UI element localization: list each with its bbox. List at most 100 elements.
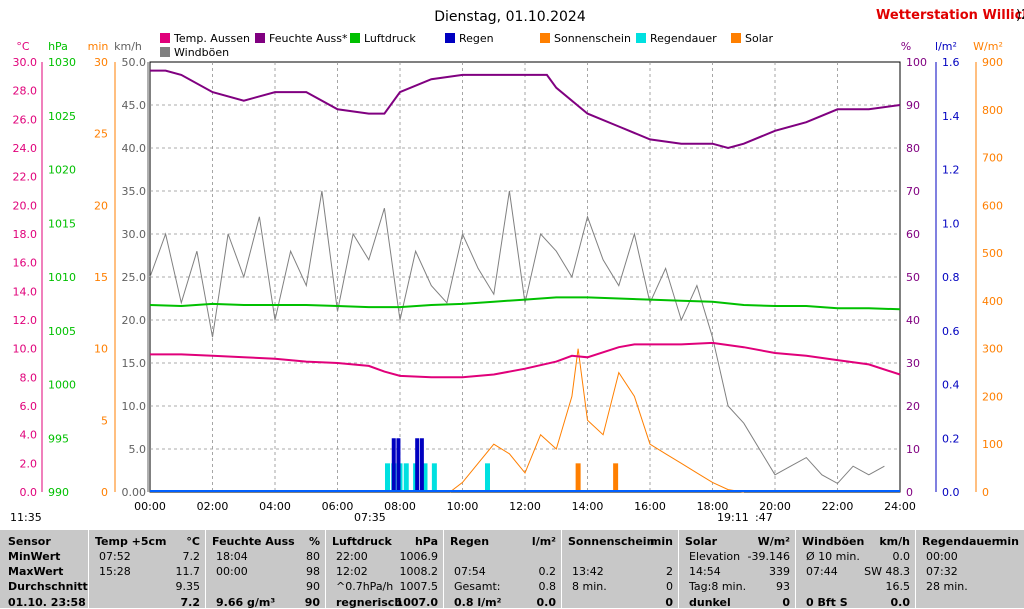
- humidity-axis-tick-label: 80: [906, 142, 920, 155]
- weather-chart: 30.0 28.0 26.0 24.0 22.0 20.0 18.0 16.0 14.0 12.0…: [0, 0, 1024, 530]
- humidity-axis-tick-label: 60: [906, 228, 920, 241]
- regendauer-bar: [431, 463, 437, 492]
- cell-label: 9.66 g/m³: [216, 596, 276, 609]
- row-label-max: MaxWert: [8, 565, 64, 578]
- column-title: Regendauer: [922, 535, 998, 548]
- rain-axis-tick-label: 0.6: [942, 325, 960, 338]
- temp-axis-tick-label: 14.0: [13, 285, 38, 298]
- cell-value: 0: [665, 596, 673, 609]
- column-title: Windböen: [802, 535, 865, 548]
- temp-axis-unit-label: °C: [16, 40, 30, 53]
- chart-background: [0, 0, 1024, 530]
- cell-label: Gesamt:: [454, 580, 501, 593]
- cell-value: 98: [306, 565, 320, 578]
- stats-table: Sensor MinWert MaxWert Durchschnitt 01.1…: [0, 530, 1024, 609]
- cell-label: 00:00: [926, 550, 958, 563]
- sunshine-axis-tick-label: 30: [94, 56, 108, 69]
- cell-value: 0.8: [538, 580, 557, 593]
- wind-axis-tick-label: 15.0: [122, 357, 147, 370]
- cell-label: Tag:8 min.: [689, 580, 747, 593]
- row-label-avg: Durchschnitt: [8, 580, 88, 593]
- sunshine-axis-tick-label: 20: [94, 199, 108, 212]
- temp-axis-tick-label: 18.0: [13, 228, 38, 241]
- column-title: Feuchte Auss: [212, 535, 295, 548]
- legend-label-luftdruck: Luftdruck: [364, 32, 416, 45]
- pressure-axis-tick-label: 1020: [48, 164, 76, 177]
- cell-value: 7.2: [182, 550, 201, 563]
- time-tick-label: 02:00: [197, 500, 229, 513]
- temp-axis-tick-label: 30.0: [13, 56, 38, 69]
- wind-axis-unit-label: km/h: [114, 40, 142, 53]
- column-unit: °C: [186, 535, 200, 548]
- column-unit: l/m²: [531, 535, 556, 548]
- legend-label-regendauer: Regendauer: [650, 32, 717, 45]
- cell-value: -39.146: [747, 550, 790, 563]
- cell-value: 7.2: [180, 596, 201, 609]
- pressure-axis-tick-label: 1010: [48, 271, 76, 284]
- temp-axis-tick-label: 22.0: [13, 171, 38, 184]
- cell-label: ^0.7hPa/h: [336, 580, 394, 593]
- humidity-axis-tick-label: 70: [906, 185, 920, 198]
- time-tick-label: 06:00: [322, 500, 354, 513]
- legend-swatch-sonnenschein: [540, 33, 550, 43]
- stats-column-regen: Regen l/m² 07:54 0.2 Gesamt: 0.8 0.8 l/m² 0.0: [443, 530, 562, 609]
- solar-axis-tick-label: 600: [982, 199, 1003, 212]
- temp-axis-tick-label: 16.0: [13, 257, 38, 270]
- rain-axis-tick-label: 0.8: [942, 271, 960, 284]
- chart-axes: 30.0 28.0 26.0 24.0 22.0 20.0 18.0 16.0 14.0 12.0…: [13, 40, 1004, 513]
- solar-axis-tick-label: 300: [982, 343, 1003, 356]
- cell-label: Elevation: [689, 550, 741, 563]
- cell-value: 80: [306, 550, 320, 563]
- solar-axis-unit-label: W/m²: [973, 40, 1003, 53]
- temp-axis-tick-label: 28.0: [13, 85, 38, 98]
- sunshine-axis-tick-label: 5: [101, 414, 108, 427]
- wind-axis-tick-label: 5.0: [129, 443, 147, 456]
- stats-column-solar: Solar W/m² Elevation -39.146 14:54 339 Tag:8 m…: [678, 530, 796, 609]
- stats-column-luftdruck: Luftdruck hPa 22:00 1006.9 12:02 1008.2 ^0.7hP…: [325, 530, 444, 609]
- column-title: Temp +5cm: [95, 535, 167, 548]
- cell-value: 0: [666, 580, 673, 593]
- cell-value: 1008.2: [399, 565, 439, 578]
- solar-axis-tick-label: 0: [982, 486, 989, 499]
- regen-bar: [415, 438, 420, 492]
- humidity-axis-tick-label: 50: [906, 271, 920, 284]
- legend-label-solar: Solar: [745, 32, 774, 45]
- column-unit: km/h: [879, 535, 910, 548]
- column-title: Solar: [685, 535, 718, 548]
- temp-axis-tick-label: 12.0: [13, 314, 38, 327]
- cell-value: 0.0: [536, 596, 557, 609]
- station-suffix: )2: [1016, 8, 1024, 23]
- sunrise-label: 07:35: [354, 511, 386, 524]
- pressure-axis-tick-label: 995: [48, 432, 69, 445]
- legend-swatch-windb-en: [160, 47, 170, 57]
- temp-axis-tick-label: 6.0: [20, 400, 38, 413]
- humidity-axis-tick-label: 40: [906, 314, 920, 327]
- sunshine-axis-tick-label: 10: [94, 343, 108, 356]
- cell-label: 8 min.: [572, 580, 607, 593]
- time-tick-label: 18:00: [697, 500, 729, 513]
- legend-label-temp-aussen: Temp. Aussen: [173, 32, 250, 45]
- rain-axis-unit-label: l/m²: [935, 40, 957, 53]
- solar-axis-tick-label: 800: [982, 104, 1003, 117]
- legend-label-windb-en: Windböen: [174, 46, 229, 59]
- cell-label: regnerisch: [336, 596, 403, 609]
- column-unit: min: [649, 535, 673, 548]
- legend-label-sonnenschein: Sonnenschein: [554, 32, 631, 45]
- temp-axis-tick-label: 4.0: [20, 429, 38, 442]
- humidity-axis-unit-label: %: [901, 40, 911, 53]
- stats-column-temp-cm: Temp +5cm °C 07:52 7.2 15:28 11.7 9.35 7.2: [88, 530, 206, 609]
- cell-label: 12:02: [336, 565, 368, 578]
- rain-axis-tick-label: 0.2: [942, 432, 960, 445]
- cell-value: 2: [666, 565, 673, 578]
- cell-label: Ø 10 min.: [806, 550, 860, 563]
- row-label-sensor: Sensor: [8, 535, 51, 548]
- time-tick-label: 14:00: [572, 500, 604, 513]
- pressure-axis-tick-label: 1000: [48, 379, 76, 392]
- cell-label: 07:54: [454, 565, 486, 578]
- sunshine-axis-tick-label: 0: [101, 486, 108, 499]
- wind-axis-tick-label: 10.0: [122, 400, 147, 413]
- pressure-axis-unit-label: hPa: [48, 40, 68, 53]
- rain-axis-tick-label: 1.0: [942, 217, 960, 230]
- cell-label: 07:52: [99, 550, 131, 563]
- column-unit: min: [995, 535, 1019, 548]
